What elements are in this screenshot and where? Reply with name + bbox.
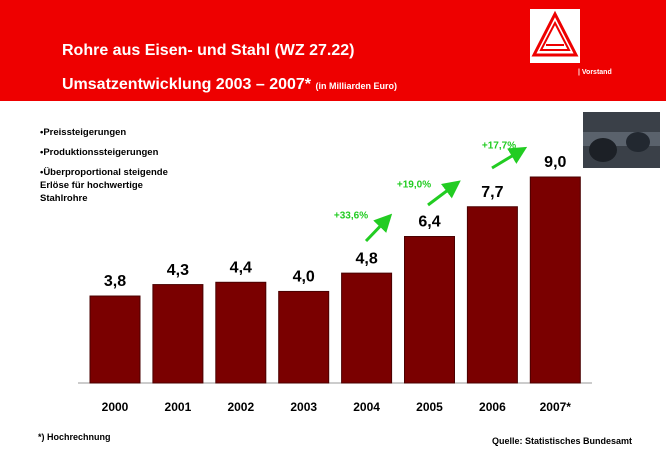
value-label: 7,7 (481, 184, 503, 201)
growth-arrow (428, 184, 456, 205)
x-tick-label: 2004 (353, 400, 380, 414)
bar (405, 237, 455, 383)
growth-arrow (492, 150, 522, 168)
growth-arrow (366, 218, 388, 241)
value-label: 4,8 (355, 250, 377, 267)
bar (530, 177, 580, 383)
footnote: *) Hochrechnung (38, 432, 111, 442)
bar (342, 273, 392, 383)
chart: 3,8 2000 4,3 2001 4,4 2002 4,0 2003 4,8 2004 6,4 20… (0, 0, 666, 454)
x-tick-label: 2005 (416, 400, 443, 414)
x-tick-label: 2000 (102, 400, 129, 414)
value-label: 9,0 (544, 154, 566, 171)
source: Quelle: Statistisches Bundesamt (492, 436, 632, 446)
x-tick-label: 2006 (479, 400, 506, 414)
value-label: 4,3 (167, 262, 189, 279)
value-label: 4,4 (230, 260, 252, 277)
x-tick-label: 2007* (540, 400, 572, 414)
x-tick-label: 2002 (227, 400, 254, 414)
value-label: 4,0 (293, 269, 315, 286)
bar (216, 282, 266, 383)
growth-label: +17,7% (482, 141, 516, 152)
value-label: 3,8 (104, 273, 126, 290)
growth-label: +19,0% (397, 180, 431, 191)
bar (90, 296, 140, 383)
bar (279, 291, 329, 383)
slide: {"chart_data": { "type": "bar", "title":… (0, 0, 666, 454)
bar (467, 207, 517, 383)
x-tick-label: 2003 (290, 400, 317, 414)
value-label: 6,4 (418, 214, 440, 231)
bar (153, 285, 203, 383)
growth-label: +33,6% (334, 211, 368, 222)
x-tick-label: 2001 (165, 400, 192, 414)
